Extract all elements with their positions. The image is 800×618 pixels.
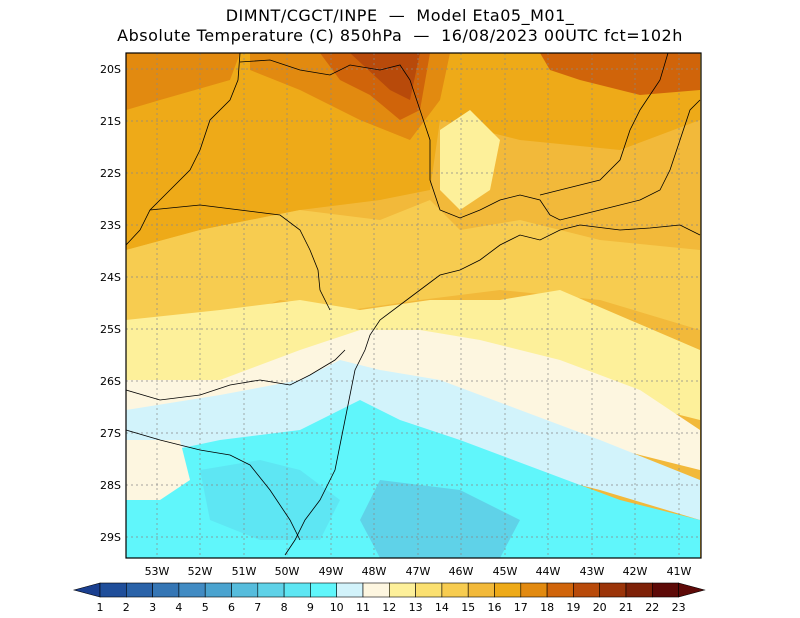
colorbar-label: 23 — [672, 601, 686, 614]
colorbar-swatch — [283, 582, 311, 598]
longitude-label: 53W — [145, 565, 170, 578]
longitude-labels: 53W 52W 51W 50W 49W 48W 47W 46W 45W 44W 43W 42W 41W — [145, 565, 692, 578]
colorbar-label: 12 — [382, 601, 396, 614]
colorbar-label: 9 — [307, 601, 314, 614]
colorbar-label: 21 — [619, 601, 633, 614]
map-frame — [125, 52, 702, 559]
colorbar-swatch — [415, 582, 443, 598]
longitude-label: 44W — [536, 565, 561, 578]
colorbar-label: 14 — [435, 601, 449, 614]
longitude-label: 50W — [275, 565, 300, 578]
longitude-label: 49W — [319, 565, 344, 578]
latitude-label: 25S — [100, 323, 121, 336]
longitude-label: 45W — [493, 565, 518, 578]
colorbar-swatch — [336, 582, 364, 598]
colorbar-swatch — [441, 582, 469, 598]
longitude-label: 48W — [362, 565, 387, 578]
longitude-label: 41W — [667, 565, 692, 578]
colorbar-swatch — [126, 582, 153, 598]
latitude-label: 26S — [100, 375, 121, 388]
colorbar-swatch — [231, 582, 259, 598]
colorbar-label: 10 — [330, 601, 344, 614]
colorbar-swatch — [152, 582, 180, 598]
colorbar-swatch — [651, 582, 679, 598]
colorbar-label: 11 — [356, 601, 370, 614]
colorbar-swatch — [99, 582, 127, 598]
colorbar: 1 2 3 4 5 6 7 8 9 10 11 12 13 14 15 16 17 18 19 20 21 22 23 — [72, 582, 706, 614]
longitude-label: 42W — [623, 565, 648, 578]
colorbar-swatch — [388, 582, 416, 598]
latitude-label: 24S — [100, 271, 121, 284]
latitude-label: 23S — [100, 219, 121, 232]
colorbar-swatch — [362, 582, 390, 598]
colorbar-label: 17 — [514, 601, 528, 614]
colorbar-label: 5 — [202, 601, 209, 614]
colorbar-label: 8 — [281, 601, 288, 614]
colorbar-swatch — [257, 582, 285, 598]
colorbar-swatch — [520, 582, 548, 598]
colorbar-label: 20 — [593, 601, 607, 614]
latitude-label: 21S — [100, 115, 121, 128]
colorbar-swatch — [467, 582, 495, 598]
colorbar-swatch — [178, 582, 206, 598]
colorbar-swatch — [204, 582, 232, 598]
chart-title-line2: Absolute Temperature (C) 850hPa — 16/08/… — [117, 26, 683, 45]
colorbar-label: 16 — [488, 601, 502, 614]
political-boundaries — [126, 53, 701, 556]
colorbar-label: 7 — [254, 601, 261, 614]
colorbar-under-arrow — [72, 582, 101, 598]
longitude-label: 51W — [232, 565, 257, 578]
latitude-label: 20S — [100, 63, 121, 76]
latitude-label: 28S — [100, 479, 121, 492]
longitude-label: 52W — [188, 565, 213, 578]
colorbar-swatch — [494, 582, 522, 598]
longitude-label: 47W — [406, 565, 431, 578]
colorbar-swatch — [573, 582, 601, 598]
colorbar-swatch — [310, 582, 337, 598]
colorbar-label: 13 — [409, 601, 423, 614]
colorbar-swatch — [625, 582, 653, 598]
colorbar-label: 4 — [175, 601, 182, 614]
temperature-field — [126, 53, 701, 558]
longitude-label: 46W — [449, 565, 474, 578]
colorbar-label: 19 — [566, 601, 580, 614]
colorbar-label: 22 — [645, 601, 659, 614]
latitude-label: 27S — [100, 427, 121, 440]
longitude-label: 43W — [580, 565, 605, 578]
colorbar-label: 2 — [123, 601, 130, 614]
colorbar-label: 3 — [149, 601, 156, 614]
latitude-labels: 20S 21S 22S 23S 24S 25S 26S 27S 28S 29S — [100, 63, 121, 544]
colorbar-label: 1 — [97, 601, 104, 614]
colorbar-label: 18 — [540, 601, 554, 614]
colorbar-over-arrow — [678, 582, 706, 598]
latitude-label: 22S — [100, 167, 121, 180]
latitude-label: 29S — [100, 531, 121, 544]
colorbar-swatch — [599, 582, 627, 598]
colorbar-label: 15 — [461, 601, 475, 614]
colorbar-label: 6 — [228, 601, 235, 614]
graticule — [126, 53, 701, 558]
chart-title-line1: DIMNT/CGCT/INPE — Model Eta05_M01_ — [225, 6, 575, 25]
colorbar-swatch — [546, 582, 574, 598]
